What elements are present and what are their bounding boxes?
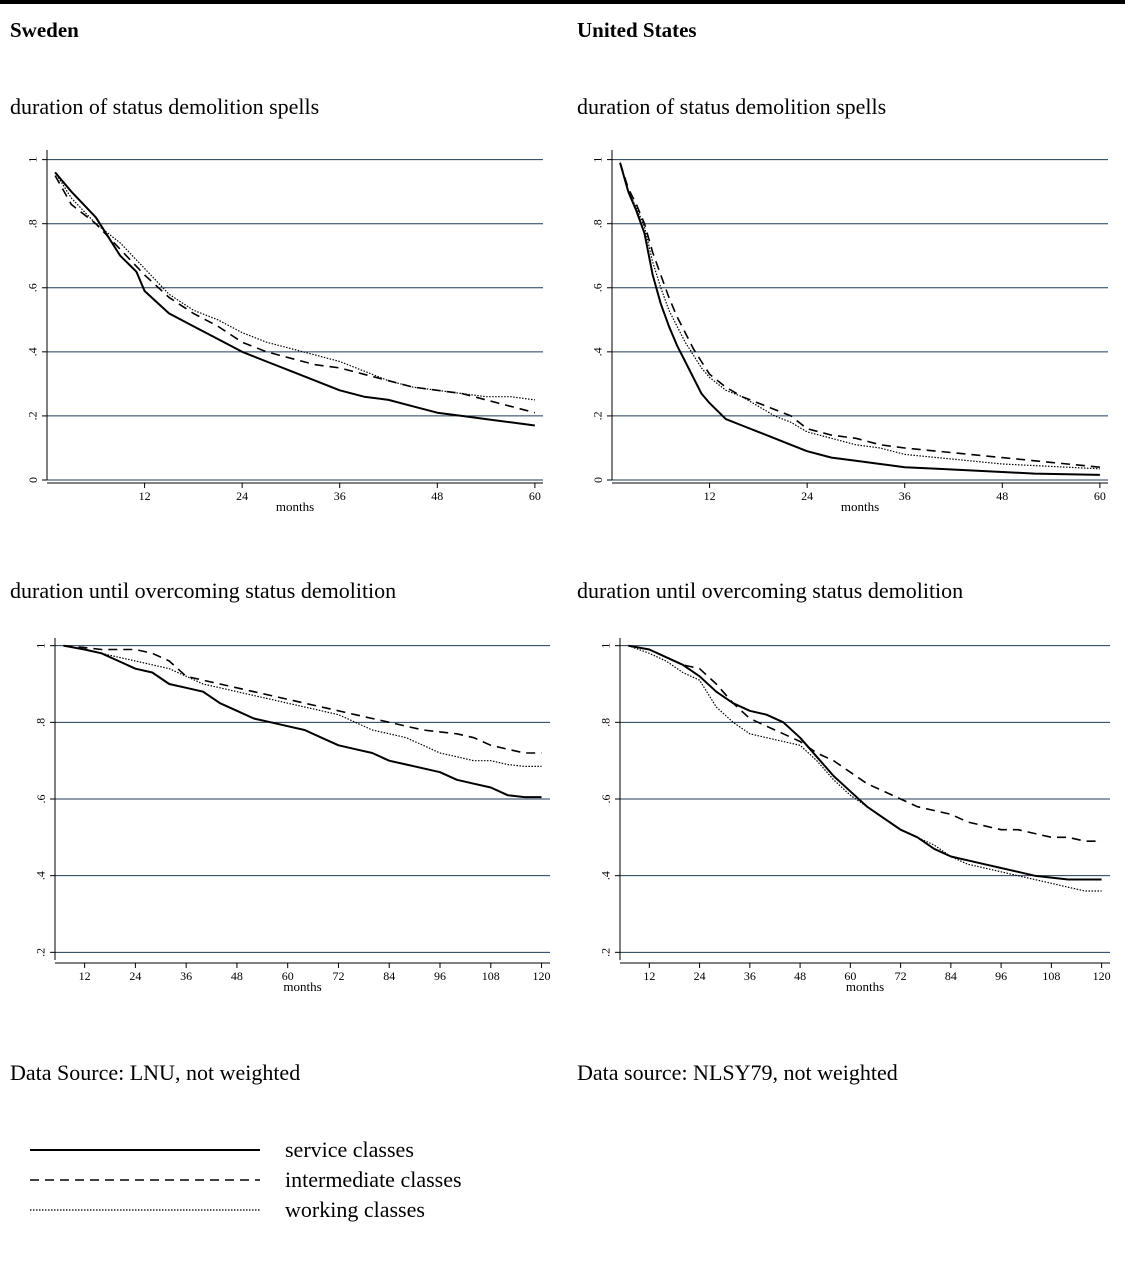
series-dashed-line — [628, 644, 1102, 842]
series-solid-line — [54, 171, 536, 427]
legend-dotted-line — [30, 1209, 260, 1211]
legend-item-intermediate: intermediate classes — [30, 1165, 550, 1195]
x-axis-label: months — [276, 499, 314, 514]
y-tick-label: .2 — [599, 948, 613, 957]
y-tick-label: .4 — [599, 871, 613, 880]
y-tick-label: .8 — [591, 219, 605, 228]
chart-us-overcoming: .2 .4 .6 .8 1 12 24 36 48 60 72 84 96 108 120 months — [599, 638, 1111, 994]
series-dotted-line — [628, 645, 1102, 892]
chart-sweden-spells: 0 .2 .4 .6 .8 1 12 24 36 48 60 months — [26, 150, 543, 514]
x-tick-label: 108 — [1042, 969, 1060, 983]
x-tick-label: 84 — [383, 969, 395, 983]
sweden-heading: Sweden — [10, 18, 79, 42]
x-tick-label: 72 — [332, 969, 344, 983]
panel-title-us-spells: duration of status demolition spells — [577, 94, 887, 119]
y-tick-label: .4 — [26, 347, 40, 356]
panel-title-sweden-spells: duration of status demolition spells — [10, 94, 320, 119]
y-tick-label: .6 — [599, 795, 613, 804]
series-solid-line — [619, 162, 1100, 476]
x-axis-label: months — [846, 979, 884, 994]
series-solid-line — [628, 644, 1102, 881]
y-tick-label: 1 — [591, 157, 605, 163]
x-tick-label: 60 — [1094, 489, 1106, 503]
y-tick-label: .2 — [26, 411, 40, 420]
x-tick-label: 12 — [704, 489, 716, 503]
data-source-us: Data source: NLSY79, not weighted — [577, 1060, 898, 1085]
united-states-heading: United States — [577, 18, 697, 42]
x-tick-label: 24 — [129, 969, 141, 983]
chart-us-spells: 0 .2 .4 .6 .8 1 12 24 36 48 60 months — [591, 150, 1108, 514]
y-tick-label: 1 — [26, 157, 40, 163]
chart-sweden-overcoming: .2 .4 .6 .8 1 12 24 36 48 60 72 84 96 108 120 months — [34, 638, 551, 994]
x-tick-label: 96 — [434, 969, 446, 983]
x-tick-label: 24 — [236, 489, 248, 503]
y-tick-label: .6 — [34, 795, 48, 804]
x-tick-label: 48 — [794, 969, 806, 983]
series-dotted-line — [63, 645, 542, 767]
series-solid-line — [63, 644, 542, 799]
panel-title-us-overcoming: duration until overcoming status demolit… — [577, 578, 964, 603]
series-dotted-line — [619, 162, 1100, 470]
y-tick-label: .6 — [591, 283, 605, 292]
y-tick-label: 0 — [26, 477, 40, 483]
x-tick-label: 120 — [533, 969, 551, 983]
legend-label-service: service classes — [285, 1137, 414, 1162]
legend-item-working: working classes — [30, 1195, 550, 1225]
x-tick-label: 48 — [231, 969, 243, 983]
data-source-sweden: Data Source: LNU, not weighted — [10, 1060, 301, 1085]
legend-label-intermediate: intermediate classes — [285, 1167, 462, 1192]
x-axis-label: months — [841, 499, 879, 514]
x-tick-label: 60 — [282, 969, 294, 983]
y-tick-label: .4 — [34, 871, 48, 880]
x-tick-label: 12 — [139, 489, 151, 503]
y-tick-label: .6 — [26, 283, 40, 292]
y-tick-label: .2 — [34, 948, 48, 957]
series-dotted-line — [54, 172, 535, 401]
x-tick-label: 24 — [801, 489, 813, 503]
x-tick-label: 36 — [180, 969, 192, 983]
x-tick-label: 96 — [995, 969, 1007, 983]
x-tick-label: 36 — [899, 489, 911, 503]
legend-item-service: service classes — [30, 1135, 550, 1165]
series-dashed-line — [63, 644, 542, 754]
y-tick-label: 1 — [34, 643, 48, 649]
y-tick-label: .4 — [591, 347, 605, 356]
y-tick-label: .2 — [591, 411, 605, 420]
x-tick-label: 12 — [79, 969, 91, 983]
x-tick-label: 48 — [431, 489, 443, 503]
x-tick-label: 24 — [694, 969, 706, 983]
y-tick-label: .8 — [26, 219, 40, 228]
x-tick-label: 72 — [895, 969, 907, 983]
y-tick-label: .8 — [599, 718, 613, 727]
x-axis-label: months — [283, 979, 321, 994]
top-rule — [0, 0, 1125, 4]
x-tick-label: 48 — [996, 489, 1008, 503]
x-tick-label: 60 — [529, 489, 541, 503]
y-tick-label: 1 — [599, 643, 613, 649]
x-tick-label: 60 — [844, 969, 856, 983]
legend: service classes intermediate classes wor… — [30, 1135, 550, 1230]
legend-label-working: working classes — [285, 1197, 425, 1222]
x-tick-label: 12 — [643, 969, 655, 983]
legend-dashed-line — [30, 1179, 260, 1181]
series-dashed-line — [54, 175, 536, 414]
series-dashed-line — [619, 162, 1100, 468]
panel-title-sweden-overcoming: duration until overcoming status demolit… — [10, 578, 397, 603]
x-tick-label: 36 — [744, 969, 756, 983]
x-tick-label: 36 — [334, 489, 346, 503]
y-tick-label: .8 — [34, 718, 48, 727]
x-tick-label: 120 — [1093, 969, 1111, 983]
legend-solid-line — [30, 1149, 260, 1151]
x-tick-label: 84 — [945, 969, 957, 983]
x-tick-label: 108 — [482, 969, 500, 983]
y-tick-label: 0 — [591, 477, 605, 483]
